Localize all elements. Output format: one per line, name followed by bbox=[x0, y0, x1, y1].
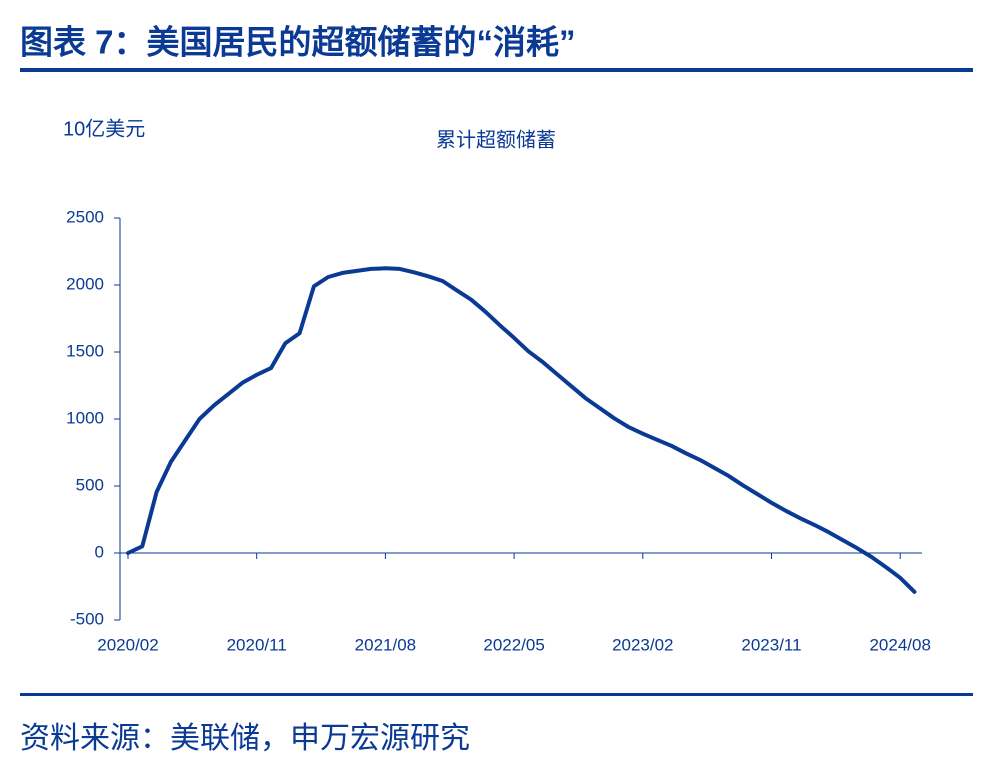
y-tick-label: 1500 bbox=[66, 341, 104, 360]
source-note: 资料来源：美联储，申万宏源研究 bbox=[20, 722, 470, 755]
chart-title: 累计超额储蓄 bbox=[436, 128, 556, 151]
y-tick-label: 2000 bbox=[66, 274, 104, 293]
y-tick-label: 500 bbox=[76, 475, 104, 494]
x-tick-label: 2021/08 bbox=[355, 635, 416, 654]
data-line bbox=[126, 266, 917, 594]
page-title: 图表 7：美国居民的超额储蓄的“消耗” bbox=[20, 24, 576, 61]
header-rule bbox=[20, 68, 973, 72]
y-tick-label: 1000 bbox=[66, 408, 104, 427]
y-tick-label: 2500 bbox=[66, 207, 104, 226]
x-tick-label: 2020/11 bbox=[227, 635, 287, 654]
x-tick-label: 2023/02 bbox=[612, 635, 673, 654]
x-tick-label: 2020/02 bbox=[97, 635, 158, 654]
x-tick-label: 2022/05 bbox=[483, 635, 544, 654]
footer-rule bbox=[20, 693, 973, 696]
x-tick-label: 2024/08 bbox=[869, 635, 930, 654]
y-tick-label: 0 bbox=[95, 542, 104, 561]
y-axis-label: 10亿美元 bbox=[63, 117, 145, 140]
y-tick-label: -500 bbox=[70, 609, 104, 628]
x-tick-label: 2023/11 bbox=[741, 635, 801, 654]
